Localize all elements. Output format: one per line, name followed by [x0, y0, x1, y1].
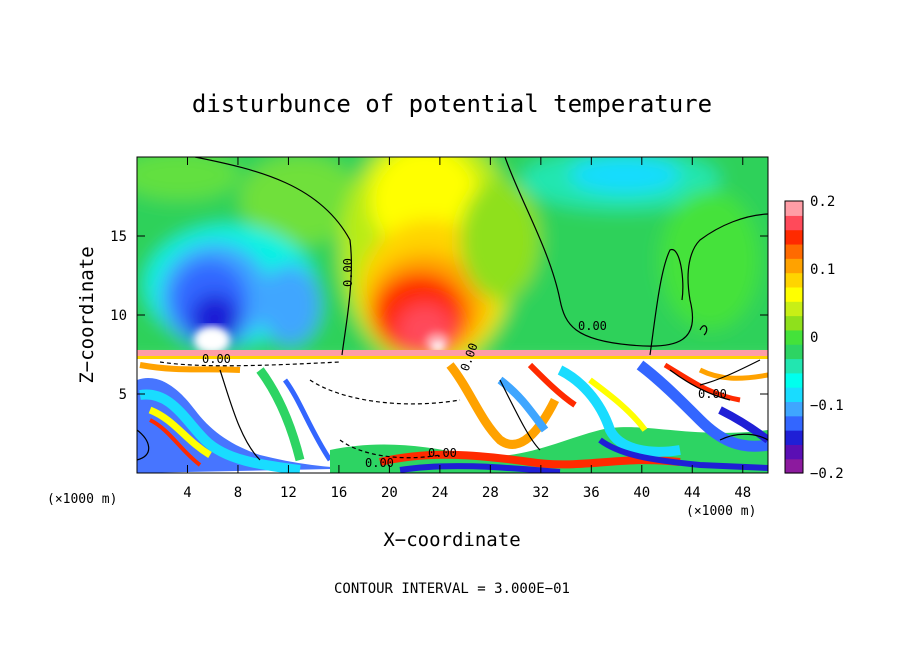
colorbar-swatch [785, 229, 803, 245]
x-tick-label: 28 [482, 485, 499, 501]
colorbar-swatch [785, 430, 803, 445]
y-tick-label: 10 [110, 308, 127, 324]
x-unit-left: (×1000 m) [47, 492, 117, 507]
colorbar-tick-label: 0.2 [810, 194, 835, 210]
y-axis-label: Z−coordinate [76, 246, 98, 383]
x-tick-label: 24 [431, 485, 448, 501]
colorbar-swatch [785, 272, 803, 288]
contour-label: 0.00 [578, 319, 607, 333]
colorbar-swatch [785, 387, 803, 403]
contour-lines [137, 157, 768, 461]
colorbar-swatch [785, 358, 803, 374]
x-tick-label: 44 [684, 485, 701, 501]
heatmap-field [137, 157, 768, 473]
y-tick-label: 5 [119, 387, 127, 403]
colorbar-tick-label: −0.1 [810, 398, 844, 414]
y-axis: 5 10 15 [110, 229, 768, 403]
colorbar-swatch [785, 415, 803, 431]
contour-interval: CONTOUR INTERVAL = 3.000E−01 [334, 581, 570, 597]
colorbar-swatch [785, 258, 803, 274]
colorbar-swatch [785, 243, 803, 259]
chart-title: disturbunce of potential temperature [192, 90, 712, 118]
colorbar-tick-label: 0.1 [810, 262, 835, 278]
x-tick-label: 8 [234, 485, 242, 501]
colorbar-swatch [785, 401, 803, 417]
colorbar-frame [784, 200, 804, 474]
colorbar-swatch [785, 215, 803, 231]
colorbar-swatch [785, 329, 803, 345]
x-tick-label: 32 [532, 485, 549, 501]
contour-label: 0.00 [698, 387, 727, 401]
x-tick-label: 4 [183, 485, 191, 501]
x-unit-right: (×1000 m) [686, 504, 756, 519]
colorbar-swatch [785, 372, 803, 388]
contour-label: 0.00 [202, 352, 231, 366]
x-tick-label: 16 [330, 485, 347, 501]
colorbar-tick-label: −0.2 [810, 466, 844, 482]
colorbar: 0.2 0.1 0 −0.1 −0.2 [784, 194, 844, 482]
x-tick-label: 40 [633, 485, 650, 501]
colorbar-swatch [785, 286, 803, 302]
interface-band [137, 350, 768, 359]
colorbar-swatch [785, 201, 803, 216]
colorbar-swatch [785, 444, 803, 460]
contour-label: 0.00 [341, 258, 355, 287]
colorbar-swatch [785, 344, 803, 360]
x-tick-label: 20 [381, 485, 398, 501]
y-tick-label: 15 [110, 229, 127, 245]
lower-field [137, 359, 768, 473]
colorbar-swatch [785, 301, 803, 317]
upper-hotspots [194, 326, 449, 354]
colorbar-swatch [785, 315, 803, 331]
contour-label: 0.00 [428, 446, 457, 460]
x-tick-label: 12 [280, 485, 297, 501]
colorbar-tick-label: 0 [810, 330, 818, 346]
x-axis: 4 8 12 16 20 24 28 32 36 40 44 48 [183, 157, 751, 501]
x-axis-label: X−coordinate [383, 529, 520, 551]
colorbar-swatch [785, 458, 803, 474]
x-tick-label: 36 [583, 485, 600, 501]
x-tick-label: 48 [734, 485, 751, 501]
contour-label: 0.00 [365, 456, 394, 470]
